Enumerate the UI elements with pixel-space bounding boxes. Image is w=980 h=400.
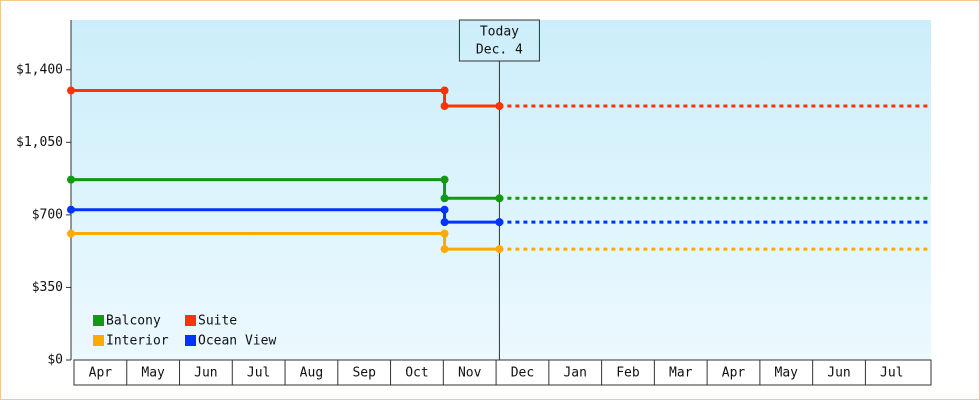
x-tick-label: Apr: [89, 366, 113, 381]
series-point: [440, 205, 449, 214]
series-point: [67, 205, 75, 214]
legend-swatch: [185, 335, 196, 346]
x-tick-label: Jun: [827, 366, 850, 381]
series-point: [495, 218, 504, 227]
series-line: [71, 88, 500, 108]
today-label: Dec. 4: [476, 43, 523, 58]
y-tick-label: $0: [47, 353, 63, 368]
y-tick-label: $350: [32, 280, 63, 295]
series-point: [67, 229, 75, 238]
y-tick-label: $1,050: [16, 135, 63, 150]
series-point: [440, 245, 449, 254]
plot-area: [71, 20, 931, 360]
legend-swatch: [93, 335, 104, 346]
x-tick-label: Feb: [616, 366, 640, 381]
legend-label: Interior: [106, 334, 169, 349]
legend-swatch: [93, 315, 104, 326]
legend-label: Balcony: [106, 314, 161, 329]
x-tick-label: Jul: [247, 366, 270, 381]
legend-label: Suite: [198, 314, 237, 329]
series-point: [67, 175, 75, 184]
series-point: [495, 194, 504, 203]
series-point: [440, 229, 449, 238]
series-point: [495, 102, 504, 111]
series-line: [71, 178, 500, 200]
series-line: [71, 232, 500, 251]
series-point: [440, 218, 449, 227]
legend-swatch: [185, 315, 196, 326]
y-tick-label: $700: [32, 207, 63, 222]
series-point: [440, 194, 449, 203]
x-tick-label: Jul: [880, 366, 903, 381]
x-tick-label: Aug: [300, 366, 323, 381]
x-tick-label: May: [775, 366, 799, 381]
series-point: [495, 245, 504, 254]
series-line: [71, 208, 500, 224]
series-point: [440, 175, 449, 184]
x-tick-label: Nov: [458, 366, 482, 381]
y-tick-label: $1,400: [16, 62, 63, 77]
series-point: [440, 86, 449, 95]
x-tick-label: Mar: [669, 366, 693, 381]
x-tick-label: Apr: [722, 366, 746, 381]
x-axis-box: [73, 359, 932, 386]
series-point: [67, 86, 75, 95]
series-point: [440, 102, 449, 111]
today-box: [458, 19, 540, 62]
x-tick-label: Dec: [511, 366, 534, 381]
x-tick-label: Jun: [194, 366, 217, 381]
x-tick-label: Jan: [563, 366, 586, 381]
legend-label: Ocean View: [198, 334, 276, 349]
today-label: Today: [480, 25, 519, 40]
x-tick-label: May: [141, 366, 165, 381]
x-tick-label: Oct: [405, 366, 428, 381]
x-tick-label: Sep: [352, 366, 376, 381]
